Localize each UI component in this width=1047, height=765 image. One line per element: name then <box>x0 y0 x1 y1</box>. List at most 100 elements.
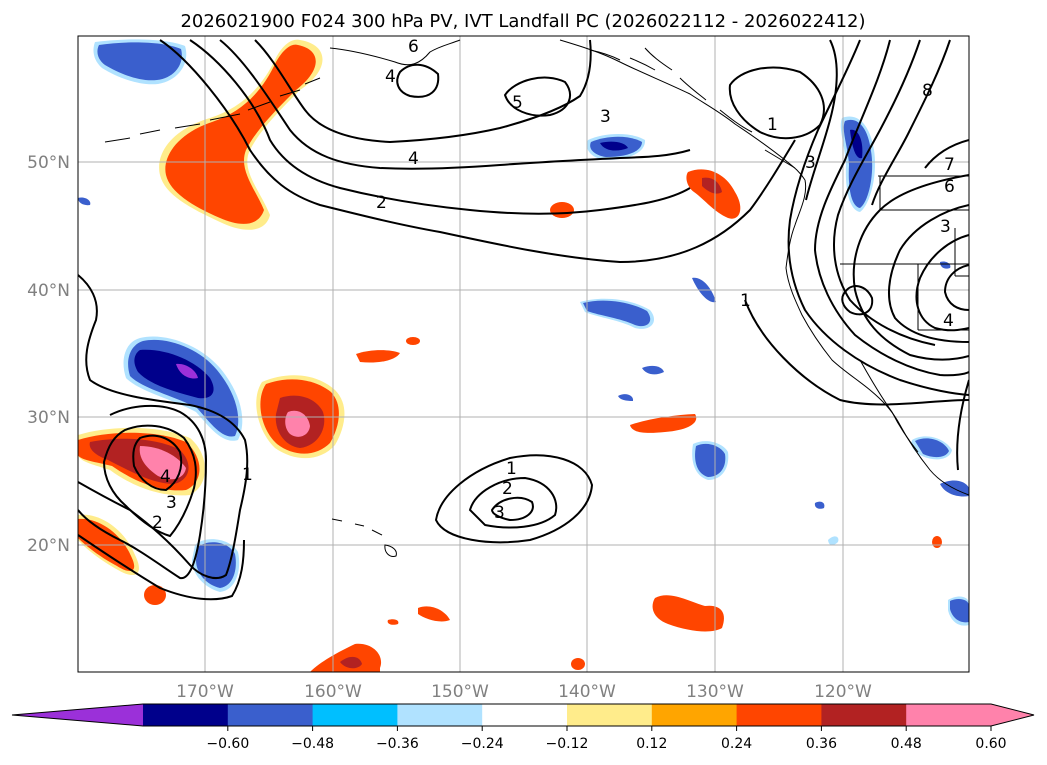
contour-west-us-3 <box>915 234 969 332</box>
contour-subtropical-1 <box>434 454 594 544</box>
contour-label: 4 <box>160 467 171 487</box>
contour-label: 3 <box>940 217 951 237</box>
anomaly-small-bar <box>356 350 400 363</box>
contour-label: 1 <box>740 291 751 311</box>
contour-label: 4 <box>943 311 954 331</box>
gridlines <box>78 36 969 672</box>
colorbar-segment <box>227 704 314 726</box>
contour-west-4 <box>132 434 183 492</box>
contour-label: 1 <box>506 459 517 479</box>
lon-label: 160°W <box>304 682 362 702</box>
map-area: 6 4 5 4 2 3 1 3 8 7 6 3 1 4 1 3 2 1 2 3 … <box>78 36 969 672</box>
north-america-coast <box>785 179 969 496</box>
colorbar-tick-label: 0.36 <box>806 736 837 752</box>
colorbar-tick-label: −0.24 <box>461 736 504 752</box>
contour-label: 3 <box>166 493 177 513</box>
contour-ring-aleutian <box>396 63 440 98</box>
aleutian-islands <box>104 77 321 143</box>
contour-pnw-4 <box>871 39 951 206</box>
contour-upper-1 <box>924 139 969 169</box>
colorbar: −0.60 −0.48 −0.36 −0.24 −0.12 0.12 0.24 0.36 0.4… <box>11 703 1035 752</box>
hawaii <box>331 518 397 557</box>
contour-label: 2 <box>502 479 513 499</box>
longitude-labels: 170°W 160°W 150°W 140°W 130°W 120°W <box>176 682 872 702</box>
colorbar-segment <box>397 704 483 726</box>
contour-label: 4 <box>408 149 419 169</box>
contour-labels: 6 4 5 4 2 3 1 3 8 7 6 3 1 4 1 3 2 1 2 3 … <box>152 37 955 533</box>
contour-west-us-4 <box>841 285 874 316</box>
contour-label: 3 <box>600 107 611 127</box>
lat-label: 20°N <box>27 536 70 556</box>
contour-west-us-2 <box>888 204 969 343</box>
contour-label: 1 <box>242 465 253 485</box>
lon-label: 170°W <box>176 682 234 702</box>
lat-label: 50°N <box>27 153 70 173</box>
contour-pnw-3 <box>833 39 936 346</box>
latitude-labels: 50°N 40°N 30°N 20°N <box>27 153 70 556</box>
contour-west-3 <box>102 424 197 538</box>
map-frame <box>77 35 970 673</box>
colorbar-tick-label: 0.24 <box>721 736 752 752</box>
contour-alaska-2 <box>189 39 691 215</box>
contour-west-us-1 <box>852 174 969 361</box>
contour-label: 3 <box>805 153 816 173</box>
colorbar-tick-label: 0.60 <box>975 736 1006 752</box>
colorbar-tick-label: −0.48 <box>291 736 334 752</box>
anomaly-ne-pacific <box>686 169 741 219</box>
anomaly-subtropical-bar <box>630 414 697 433</box>
contour-label: 6 <box>408 37 419 57</box>
contour-west-1 <box>78 274 249 579</box>
contour-alaska-1 <box>159 39 796 264</box>
colorbar-arrow-high <box>991 704 1034 726</box>
contour-alaska-3 <box>219 39 691 170</box>
lon-label: 140°W <box>558 682 616 702</box>
colorbar-segment <box>482 704 568 726</box>
colorbar-segment <box>821 704 907 726</box>
contour-label: 3 <box>494 503 505 523</box>
contour-west-us-5 <box>943 264 969 311</box>
contour-label: 8 <box>922 81 933 101</box>
ivt-contours <box>78 39 969 601</box>
lat-label: 40°N <box>27 281 70 301</box>
canada-islands <box>644 47 796 169</box>
contour-pnw-east-1 <box>805 39 838 201</box>
contour-label: 2 <box>152 513 163 533</box>
contour-west-2 <box>78 404 208 580</box>
contour-label: 2 <box>376 193 387 213</box>
colorbar-tick-label: 0.48 <box>891 736 922 752</box>
lon-label: 150°W <box>431 682 489 702</box>
colorbar-segment <box>736 704 822 726</box>
contour-label: 7 <box>944 155 955 175</box>
colorbar-segment <box>651 704 738 726</box>
colorbar-tick-label: −0.36 <box>376 736 419 752</box>
colorbar-segment <box>312 704 398 726</box>
contour-label: 4 <box>385 67 396 87</box>
colorbar-segment <box>567 704 653 726</box>
contour-subtropical-2 <box>468 476 558 529</box>
anomaly-southern-1 <box>652 595 725 632</box>
colorbar-outline <box>11 703 1035 727</box>
contour-west-5 <box>78 534 245 601</box>
contour-ring-5 <box>503 76 571 117</box>
baja-peninsula <box>859 359 919 453</box>
colorbar-tick-label: −0.12 <box>546 736 589 752</box>
contour-se-loop <box>956 379 969 471</box>
contour-label: 6 <box>944 177 955 197</box>
colorbar-tick-label: −0.60 <box>206 736 249 752</box>
colorbar-arrow-low <box>12 704 143 726</box>
colorbar-segment <box>906 704 992 726</box>
lon-label: 130°W <box>686 682 744 702</box>
lon-label: 120°W <box>814 682 872 702</box>
colorbar-tick-label: 0.12 <box>636 736 667 752</box>
colorbar-segment <box>143 704 229 726</box>
contour-alaska-4 <box>254 39 592 144</box>
contour-subtropical-3 <box>490 496 534 522</box>
contour-pnw-loop <box>728 66 825 140</box>
figure-title: 2026021900 F024 300 hPa PV, IVT Landfall… <box>180 11 865 32</box>
lat-label: 30°N <box>27 408 70 428</box>
pv-negative-anomalies <box>78 39 969 626</box>
contour-pnw-big <box>813 39 969 377</box>
contour-trail <box>744 299 969 406</box>
contour-label: 1 <box>767 115 778 135</box>
